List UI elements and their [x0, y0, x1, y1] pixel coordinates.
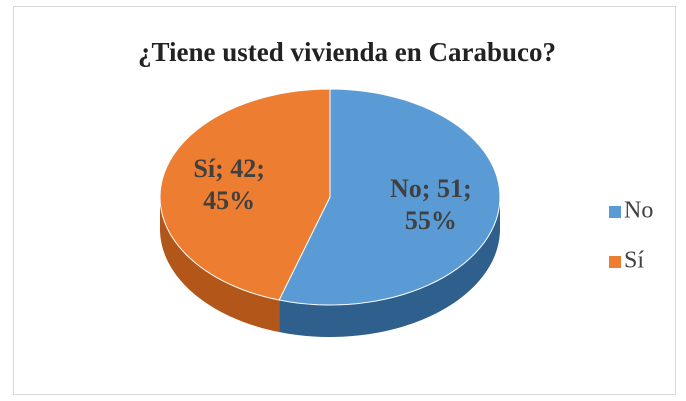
- legend-label: No: [624, 198, 653, 224]
- legend-swatch: [609, 206, 621, 218]
- pie-side: [160, 197, 280, 333]
- pie-slice: [278, 88, 501, 306]
- data-label: No; 51; 55%: [390, 174, 472, 235]
- pie-slice: [159, 88, 331, 301]
- pie-side: [279, 197, 500, 337]
- data-label: Sí; 42; 45%: [193, 154, 265, 215]
- legend-label: Sí: [624, 248, 644, 274]
- legend-swatch: [609, 256, 621, 268]
- chart-title: ¿Tiene usted vivienda en Carabuco?: [138, 37, 556, 67]
